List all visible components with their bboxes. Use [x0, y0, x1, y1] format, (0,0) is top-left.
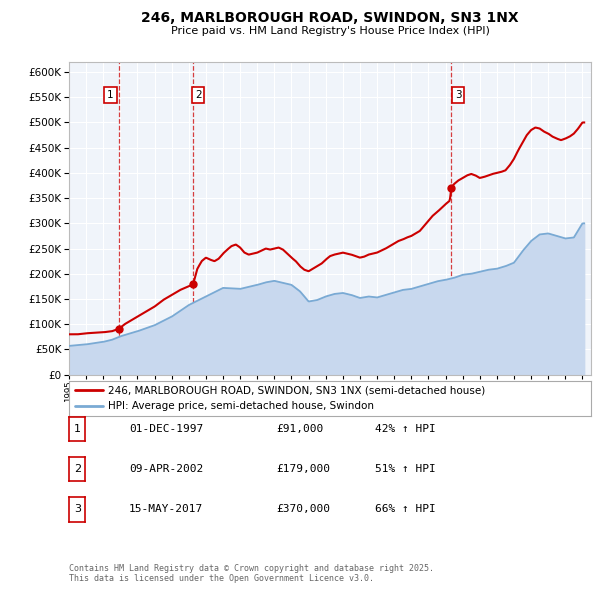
Text: £370,000: £370,000 — [276, 504, 330, 514]
Text: 51% ↑ HPI: 51% ↑ HPI — [375, 464, 436, 474]
Text: 09-APR-2002: 09-APR-2002 — [129, 464, 203, 474]
Text: 246, MARLBOROUGH ROAD, SWINDON, SN3 1NX: 246, MARLBOROUGH ROAD, SWINDON, SN3 1NX — [141, 11, 519, 25]
Text: £179,000: £179,000 — [276, 464, 330, 474]
Text: 1: 1 — [74, 424, 80, 434]
Text: 3: 3 — [74, 504, 80, 514]
Text: 66% ↑ HPI: 66% ↑ HPI — [375, 504, 436, 514]
Text: 15-MAY-2017: 15-MAY-2017 — [129, 504, 203, 514]
Text: Contains HM Land Registry data © Crown copyright and database right 2025.
This d: Contains HM Land Registry data © Crown c… — [69, 563, 434, 583]
Text: HPI: Average price, semi-detached house, Swindon: HPI: Average price, semi-detached house,… — [108, 401, 374, 411]
Text: 1: 1 — [107, 90, 113, 100]
Text: 2: 2 — [74, 464, 81, 474]
Text: £91,000: £91,000 — [276, 424, 323, 434]
Text: 01-DEC-1997: 01-DEC-1997 — [129, 424, 203, 434]
Text: 2: 2 — [195, 90, 202, 100]
Text: 246, MARLBOROUGH ROAD, SWINDON, SN3 1NX (semi-detached house): 246, MARLBOROUGH ROAD, SWINDON, SN3 1NX … — [108, 385, 485, 395]
Text: 3: 3 — [455, 90, 461, 100]
Text: Price paid vs. HM Land Registry's House Price Index (HPI): Price paid vs. HM Land Registry's House … — [170, 26, 490, 35]
Text: 42% ↑ HPI: 42% ↑ HPI — [375, 424, 436, 434]
